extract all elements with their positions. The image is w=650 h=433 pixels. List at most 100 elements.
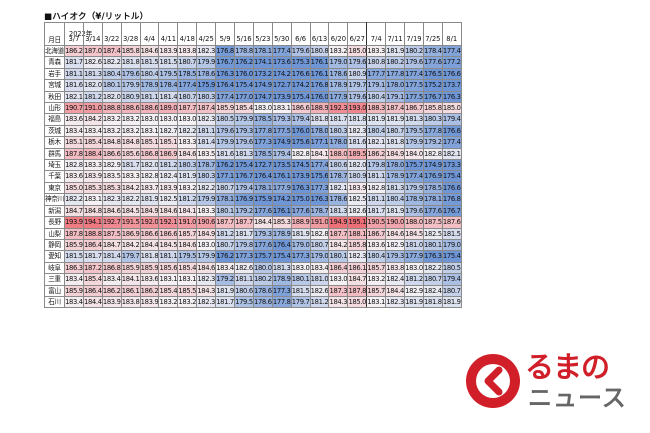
price-cell: 179.9 — [196, 193, 217, 206]
price-cell: 184.5 — [158, 238, 179, 252]
price-cell: 184.5 — [404, 227, 424, 240]
price-cell: 174.2 — [290, 79, 311, 92]
date-header: 3/14 — [82, 22, 103, 46]
price-cell: 174.2 — [271, 193, 292, 206]
price-cell: 179.5 — [158, 67, 179, 81]
price-cell: 177.8 — [271, 295, 292, 309]
price-cell: 184.4 — [82, 295, 103, 309]
price-cell: 183.9 — [82, 170, 103, 183]
price-cell: 182.8 — [139, 170, 160, 183]
price-cell: 189.0 — [158, 102, 179, 115]
price-cell: 186.6 — [290, 102, 311, 115]
price-cell: 179.6 — [290, 44, 311, 58]
price-cell: 180.7 — [422, 273, 443, 286]
table-row: 群馬 187.8 188.4 186.6 185.6 186.8 186.9 184.6 183… — [44, 147, 462, 161]
price-cell: 193.9 — [64, 216, 84, 229]
prefecture-label: 千葉 — [44, 170, 65, 183]
price-cell: 185.0 — [441, 102, 462, 115]
price-cell: 176.9 — [234, 193, 254, 206]
price-cell: 175.2 — [422, 79, 443, 92]
price-cell: 184.6 — [196, 261, 217, 275]
price-cell: 181.4 — [101, 250, 122, 263]
price-cell: 180.3 — [196, 170, 217, 183]
price-cell: 179.0 — [309, 250, 330, 263]
price-cell: 178.5 — [177, 67, 198, 81]
date-header: 5/16 — [234, 22, 254, 46]
price-cell: 181.3 — [328, 204, 349, 218]
price-cell: 181.5 — [441, 227, 462, 240]
prefecture-label: 神奈川 — [44, 193, 65, 206]
price-cell: 178.5 — [422, 181, 443, 195]
price-cell: 182.4 — [385, 273, 406, 286]
price-cell: 178.1 — [252, 44, 273, 58]
price-cell: 180.5 — [215, 113, 236, 126]
price-cell: 181.2 — [158, 159, 179, 172]
price-cell: 173.9 — [271, 90, 292, 104]
price-cell: 185.8 — [422, 102, 443, 115]
price-cell: 186.1 — [347, 261, 368, 275]
price-cell: 181.8 — [120, 56, 141, 69]
price-cell: 182.3 — [196, 44, 217, 58]
price-cell: 182.9 — [101, 159, 122, 172]
price-cell: 180.1 — [290, 273, 311, 286]
prefecture-label: 長野 — [44, 216, 65, 229]
price-cell: 177.7 — [366, 67, 387, 81]
price-cell: 184.9 — [139, 204, 160, 218]
price-cell: 177.8 — [252, 124, 273, 138]
price-cell: 182.3 — [196, 273, 217, 286]
price-cell: 180.7 — [215, 181, 236, 195]
price-cell: 180.9 — [347, 170, 368, 183]
prefecture-label: 福島 — [44, 113, 65, 126]
price-cell: 179.9 — [196, 56, 217, 69]
price-cell: 180.2 — [252, 273, 273, 286]
price-cell: 187.3 — [328, 284, 349, 297]
price-cell: 176.6 — [290, 67, 311, 81]
price-cell: 176.4 — [215, 79, 236, 92]
price-cell: 182.2 — [120, 193, 141, 206]
price-cell: 182.3 — [347, 124, 368, 138]
price-cell: 175.4 — [441, 250, 462, 263]
price-cell: 184.4 — [139, 238, 160, 252]
price-cell: 178.6 — [328, 193, 349, 206]
price-cell: 182.4 — [422, 284, 443, 297]
table-row: 東京 185.0 185.3 185.3 184.2 183.7 183.9 183.2 182… — [44, 181, 462, 195]
price-cell: 179.1 — [385, 90, 406, 104]
table-row: 北海道 186.2 187.0 187.4 185.8 184.6 183.9 183.8 18… — [44, 44, 462, 58]
price-cell: 176.3 — [215, 67, 236, 81]
price-cell: 181.1 — [139, 90, 160, 104]
kuruma-news-logo: るまの ニュース — [462, 350, 642, 420]
price-cell: 185.6 — [120, 147, 141, 161]
price-cell: 180.7 — [215, 238, 236, 252]
price-cell: 176.3 — [422, 250, 443, 263]
price-cell: 180.4 — [366, 250, 387, 263]
price-cell: 191.0 — [82, 102, 103, 115]
price-cell: 182.5 — [347, 193, 368, 206]
price-cell: 181.7 — [120, 159, 141, 172]
price-cell: 186.2 — [101, 284, 122, 297]
price-cell: 176.0 — [234, 67, 254, 81]
table-row: 富山 185.9 186.4 186.2 186.1 186.2 185.4 185.5 184… — [44, 284, 462, 297]
price-cell: 183.8 — [120, 295, 141, 309]
price-cell: 183.5 — [101, 170, 122, 183]
price-cell: 181.1 — [366, 193, 387, 206]
price-cell: 179.6 — [215, 124, 236, 138]
prefecture-label: 山形 — [44, 102, 65, 115]
price-cell: 175.4 — [234, 79, 254, 92]
price-cell: 179.8 — [234, 238, 254, 252]
table-row: 宮城 181.6 182.0 180.1 179.9 178.9 178.4 177.4 175… — [44, 79, 462, 92]
price-table: 月日 3/7 3/14 3/22 3/28 4/4 4/11 4/18 4/25 5/9 5/16… — [44, 22, 462, 309]
price-cell: 184.7 — [64, 204, 84, 218]
price-cell: 177.3 — [290, 250, 311, 263]
price-cell: 181.9 — [385, 44, 406, 58]
price-cell: 183.0 — [196, 238, 217, 252]
price-cell: 186.4 — [82, 238, 103, 252]
table-row: 秋田 182.1 181.2 182.0 180.9 181.1 181.4 180.7 180… — [44, 90, 462, 104]
date-header: 7/19 — [404, 22, 424, 46]
table-row: 山梨 187.8 188.8 187.5 186.9 186.6 186.6 185.7 184… — [44, 227, 462, 240]
price-cell: 181.5 — [158, 56, 179, 69]
price-cell: 177.6 — [252, 204, 273, 218]
table-row: 長野 193.9 194.1 192.7 191.5 192.0 192.1 191.0 190… — [44, 216, 462, 229]
price-cell: 185.4 — [82, 136, 103, 149]
price-cell: 179.9 — [215, 136, 236, 149]
price-cell: 178.9 — [271, 227, 292, 240]
